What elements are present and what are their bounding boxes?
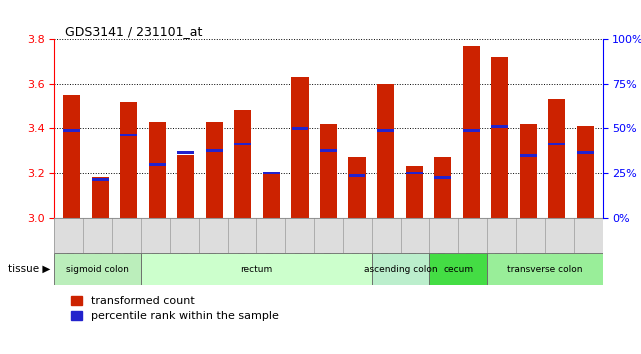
Bar xyxy=(372,253,429,285)
Bar xyxy=(548,99,565,218)
Bar xyxy=(320,124,337,218)
Bar xyxy=(92,178,108,181)
Bar xyxy=(206,149,222,152)
Text: GDS3141 / 231101_at: GDS3141 / 231101_at xyxy=(65,25,203,38)
Bar xyxy=(577,152,594,154)
Text: ascending colon: ascending colon xyxy=(364,264,437,274)
Bar xyxy=(235,110,251,218)
Text: cecum: cecum xyxy=(444,264,473,274)
Bar xyxy=(434,158,451,218)
Bar xyxy=(491,57,508,218)
Bar xyxy=(492,125,508,127)
Bar xyxy=(63,95,80,218)
Bar xyxy=(206,122,223,218)
Bar xyxy=(149,122,166,218)
Bar xyxy=(263,173,280,218)
Bar xyxy=(377,129,394,132)
Text: sigmoid colon: sigmoid colon xyxy=(66,264,129,274)
Bar xyxy=(177,155,194,218)
Bar xyxy=(292,127,308,130)
Bar xyxy=(235,143,251,145)
Text: rectum: rectum xyxy=(240,264,272,274)
Bar xyxy=(520,154,537,156)
Bar xyxy=(406,172,422,175)
Bar xyxy=(292,77,308,218)
Legend: transformed count, percentile rank within the sample: transformed count, percentile rank withi… xyxy=(71,296,279,321)
Bar xyxy=(406,166,422,218)
Bar xyxy=(63,129,80,132)
Bar xyxy=(577,126,594,218)
Bar xyxy=(349,158,365,218)
Bar xyxy=(377,84,394,218)
Text: transverse colon: transverse colon xyxy=(507,264,583,274)
Bar xyxy=(54,253,141,285)
Bar xyxy=(520,124,537,218)
Bar xyxy=(463,129,479,132)
Bar xyxy=(549,143,565,145)
Bar xyxy=(487,253,603,285)
Bar xyxy=(435,176,451,179)
Bar xyxy=(263,172,280,175)
Bar xyxy=(121,133,137,137)
Bar xyxy=(141,253,372,285)
Text: tissue ▶: tissue ▶ xyxy=(8,264,50,274)
Bar xyxy=(463,46,480,218)
Bar xyxy=(92,177,109,218)
Bar xyxy=(320,149,337,152)
Bar xyxy=(429,253,487,285)
Bar xyxy=(178,152,194,154)
Bar xyxy=(120,102,137,218)
Bar xyxy=(149,162,165,166)
Bar xyxy=(349,174,365,177)
